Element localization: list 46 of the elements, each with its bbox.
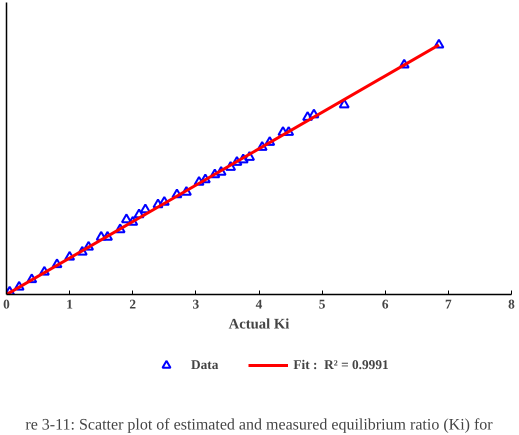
point: [152, 198, 164, 208]
point: [64, 250, 76, 261]
point: [302, 111, 314, 121]
point: [102, 230, 113, 241]
point: [158, 196, 170, 206]
x-axis-title: Actual Ki: [228, 316, 290, 332]
point: [114, 223, 126, 234]
point: [96, 230, 107, 241]
point: [194, 176, 205, 186]
point: [244, 151, 256, 161]
point: [308, 108, 320, 118]
point: [231, 156, 242, 166]
legend-label: Fit : R² = 0.9991: [293, 357, 389, 373]
point: [127, 216, 138, 226]
point: [216, 166, 227, 176]
x-tick-label: 5: [318, 296, 326, 312]
x-tick-label: 8: [508, 296, 516, 312]
x-tick-label: 2: [129, 296, 136, 312]
point: [238, 154, 249, 164]
text: re 3-11: Scatter plot of estimated and measured equilibrium ratio (Ki) for: [25, 416, 494, 434]
x-tick-label: 1: [66, 296, 73, 312]
point: [283, 126, 294, 136]
point: [38, 266, 50, 276]
point: [180, 186, 192, 196]
point: [225, 161, 236, 171]
point: [120, 213, 132, 224]
point: [398, 58, 410, 68]
point: [14, 280, 25, 291]
x-tick-label: 0: [3, 296, 10, 312]
point: [134, 208, 145, 218]
point: [76, 246, 88, 256]
point: [83, 240, 94, 251]
point: [171, 188, 182, 198]
x-tick-label: 4: [256, 296, 263, 312]
x-tick-label: 7: [445, 296, 452, 312]
point: [433, 38, 444, 49]
x-tick-label: 3: [192, 296, 200, 312]
point: [140, 203, 151, 214]
point: [264, 136, 276, 146]
point: [338, 98, 350, 108]
point: [26, 273, 38, 284]
point: [256, 141, 268, 151]
point: [52, 258, 62, 268]
x-tick-label: 6: [382, 296, 389, 312]
legend-label: Data: [191, 357, 218, 373]
point: [209, 168, 220, 178]
